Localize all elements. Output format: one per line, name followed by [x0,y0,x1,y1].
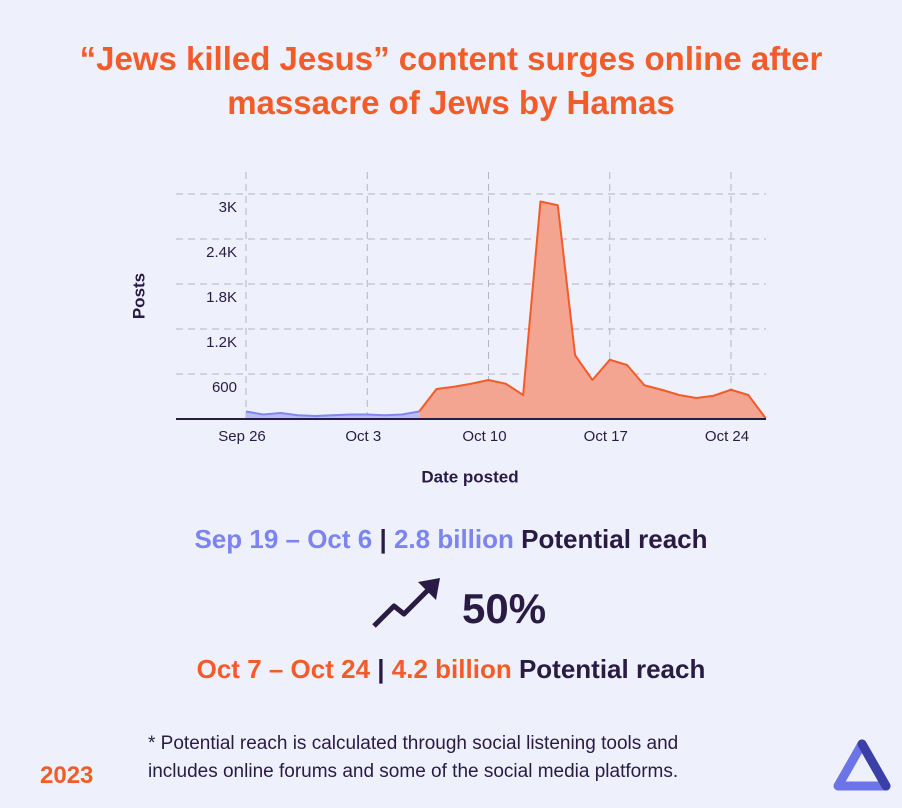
logo [833,739,891,791]
trend-arrow [372,578,440,628]
x-tick-label: Oct 3 [345,428,381,445]
area [419,201,766,419]
reach: 2.8 billion [393,524,514,554]
footnote-line: includes online forums and some of the s… [148,761,679,782]
y-tick-label: 600 [212,379,237,396]
y-tick-label: 3K [219,199,237,216]
x-tick-label: Oct 10 [462,428,506,445]
x-tick-label: Oct 17 [584,428,628,445]
y-tick-label: 1.2K [206,334,237,351]
line [418,200,767,419]
stat-after: Oct 7 – Oct 24 | 4.2 billion Potential r… [0,654,902,685]
separator: | [377,654,385,684]
dates: Oct 7 – Oct 24 [196,654,371,684]
change: 50% [462,585,547,632]
title-line: massacre of Jews by Hamas [227,84,675,121]
reach-label: Potential reach [521,524,708,554]
x-axis-label: Date posted [421,467,518,486]
y-tick-label: 2.4K [206,244,237,261]
title-line: “Jews killed Jesus” content surges onlin… [79,40,823,77]
separator: | [379,524,387,554]
reach: 4.2 billion [391,654,512,684]
year: 2023 [40,762,94,789]
footnote-line: * Potential reach is calculated through … [148,733,679,754]
dates: Sep 19 – Oct 6 [194,524,373,554]
line [245,410,420,417]
reach-label: Potential reach [518,654,706,684]
x-tick-label: Oct 24 [705,428,749,445]
y-tick-label: 1.8K [206,289,237,306]
stat-before: Sep 19 – Oct 6 | 2.8 billion Potential r… [0,524,902,555]
y-axis-label: Posts [129,273,148,319]
chart: Posts Date posted 600 1.2K 1.8K 2.4K 3K Sep 2… [129,172,767,486]
x-tick-label: Sep 26 [218,428,266,445]
